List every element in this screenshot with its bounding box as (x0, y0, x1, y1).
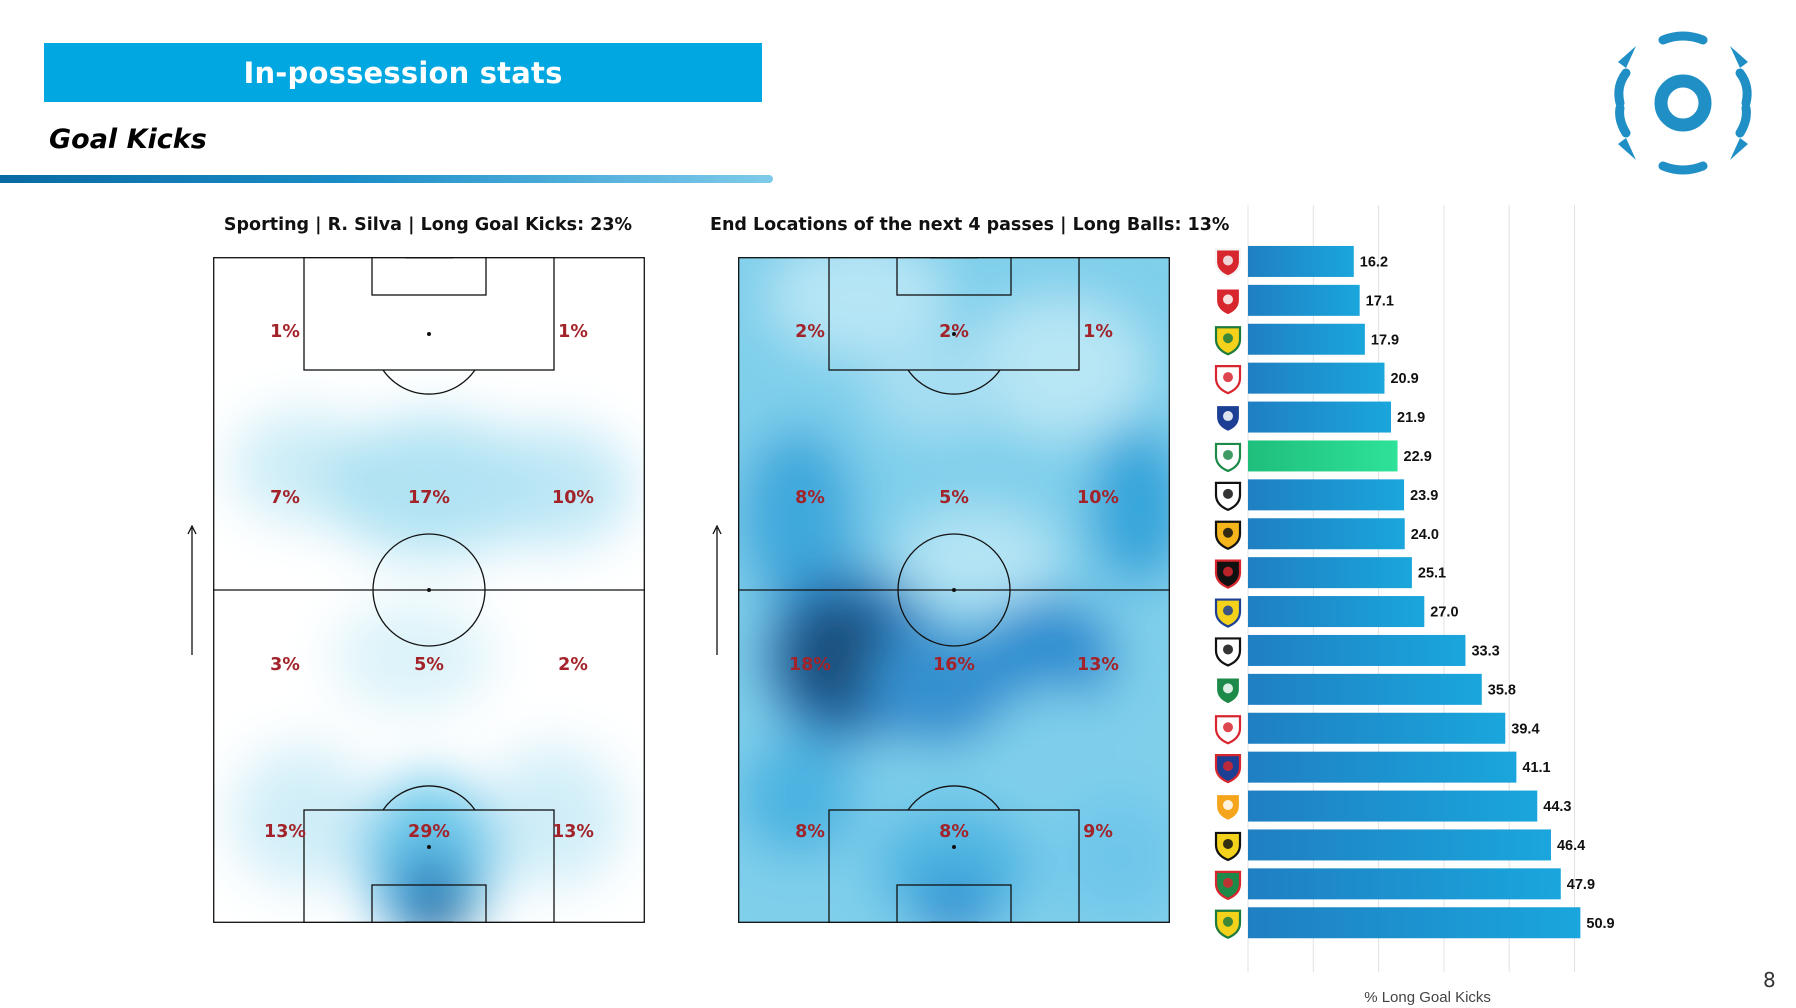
pitch-1-svg (213, 257, 645, 923)
club-crest-afs-icon (1214, 365, 1242, 395)
zone-value: 17% (408, 488, 450, 508)
zone-value: 29% (408, 822, 450, 842)
club-crest-triangle-icon (1214, 909, 1242, 939)
club-crest-round-yellow-icon (1214, 326, 1242, 356)
club-crest-wings-icon (1214, 676, 1242, 706)
club-crest-diagonal-icon (1214, 754, 1242, 784)
zone-value: 13% (552, 822, 594, 842)
heat-layer (233, 412, 633, 923)
bar (1248, 401, 1392, 433)
bar-value-label: 50.9 (1586, 916, 1614, 932)
bar-value-label: 24.0 (1411, 527, 1439, 543)
club-crest-red-white-icon (1214, 715, 1242, 745)
bar (1248, 868, 1561, 900)
bar-highlighted (1248, 440, 1398, 472)
zone-value: 7% (270, 488, 300, 508)
club-crest-round-gold-icon (1214, 520, 1242, 550)
pitch-lines (738, 257, 1170, 923)
bar-value-label: 47.9 (1567, 877, 1595, 893)
bar-value-label: 17.1 (1366, 293, 1394, 309)
page-number: 8 (1763, 968, 1776, 992)
section-divider (0, 175, 773, 183)
club-crest-lion-icon (1214, 442, 1242, 473)
zone-value: 18% (789, 655, 831, 675)
pitch-2-svg (738, 257, 1170, 923)
attack-direction-arrow-icon (712, 525, 722, 655)
zone-value: 16% (933, 655, 975, 675)
bar (1248, 673, 1482, 705)
long-goal-kicks-bar-chart: 16.2 17.1 17.9 20.9 21.9 22.9 23.9 24.0 25.1 27.0… (1196, 205, 1636, 1005)
club-crest-stripes-icon (1214, 831, 1242, 862)
bar-value-label: 17.9 (1371, 332, 1399, 348)
club-crest-round-orange-icon (1214, 792, 1242, 823)
x-axis-label: % Long Goal Kicks (1364, 989, 1491, 1005)
zone-value: 1% (270, 322, 300, 342)
zone-value: 1% (1083, 322, 1113, 342)
bar (1248, 557, 1412, 589)
club-crest-checkered-icon (1214, 637, 1242, 667)
pitch-2-title: End Locations of the next 4 passes | Lon… (710, 215, 1230, 235)
zone-value: 5% (414, 655, 444, 675)
club-crest-cross-icon (1214, 559, 1242, 589)
bar-value-label: 21.9 (1397, 410, 1425, 426)
bar-chart-svg: 16.2 17.1 17.9 20.9 21.9 22.9 23.9 24.0 25.1 27.0… (1214, 205, 1615, 1005)
zone-value: 8% (795, 822, 825, 842)
bar-value-label: 27.0 (1430, 605, 1458, 621)
pitch-1-title: Sporting | R. Silva | Long Goal Kicks: 2… (223, 215, 633, 235)
bar (1248, 323, 1365, 355)
bar (1248, 712, 1506, 744)
bar (1248, 362, 1385, 394)
club-crest-dragon-icon (1214, 403, 1242, 434)
club-crest-shield-yellow-icon (1214, 598, 1242, 628)
club-crest-castle-icon (1214, 287, 1242, 317)
zone-value: 1% (558, 322, 588, 342)
zone-value: 2% (558, 655, 588, 675)
bar (1248, 790, 1538, 822)
bar (1248, 634, 1466, 666)
bar (1248, 907, 1581, 939)
club-crest-knight-icon (1214, 481, 1242, 512)
section-title: Goal Kicks (49, 124, 207, 155)
zone-value: 13% (264, 822, 306, 842)
bar (1248, 479, 1405, 511)
page-title: In-possession stats (243, 55, 563, 90)
bar-value-label: 41.1 (1522, 760, 1550, 776)
club-crest-green-red-icon (1214, 870, 1242, 901)
league-logo-icon (1614, 31, 1752, 175)
zone-value: 2% (939, 322, 969, 342)
bar-value-label: 44.3 (1543, 799, 1571, 815)
zone-value: 10% (552, 488, 594, 508)
bar-value-label: 20.9 (1390, 371, 1418, 387)
bar-value-label: 25.1 (1418, 566, 1446, 582)
zone-value: 3% (270, 655, 300, 675)
bar-value-label: 46.4 (1557, 838, 1585, 854)
bar (1248, 518, 1405, 550)
zone-value: 9% (1083, 822, 1113, 842)
zone-value: 13% (1077, 655, 1119, 675)
pitch-heatmap-goal-kicks: 1% 1% 7% 17% 10% 3% 5% 2% 13% 29% 13% (213, 257, 645, 923)
bar-value-label: 22.9 (1404, 449, 1432, 465)
zone-value: 10% (1077, 488, 1119, 508)
pitch-heatmap-pass-end-locations: 2% 2% 1% 8% 5% 10% 18% 16% 13% 8% 8% 9% (738, 257, 1170, 923)
zone-value: 8% (795, 488, 825, 508)
zone-value: 2% (795, 322, 825, 342)
bar-value-label: 35.8 (1488, 682, 1516, 698)
zone-value: 8% (939, 822, 969, 842)
bar-value-label: 23.9 (1410, 488, 1438, 504)
header-banner: In-possession stats (44, 43, 762, 102)
bar (1248, 751, 1517, 783)
bar (1248, 829, 1551, 861)
bar-value-label: 39.4 (1511, 721, 1539, 737)
attack-direction-arrow-icon (187, 525, 197, 655)
bar (1248, 245, 1354, 277)
bar-value-label: 16.2 (1360, 254, 1388, 270)
zone-value: 5% (939, 488, 969, 508)
bar-value-label: 33.3 (1471, 643, 1499, 659)
bar (1248, 596, 1425, 628)
club-crest-eagle-icon (1214, 248, 1242, 278)
bar (1248, 284, 1360, 316)
